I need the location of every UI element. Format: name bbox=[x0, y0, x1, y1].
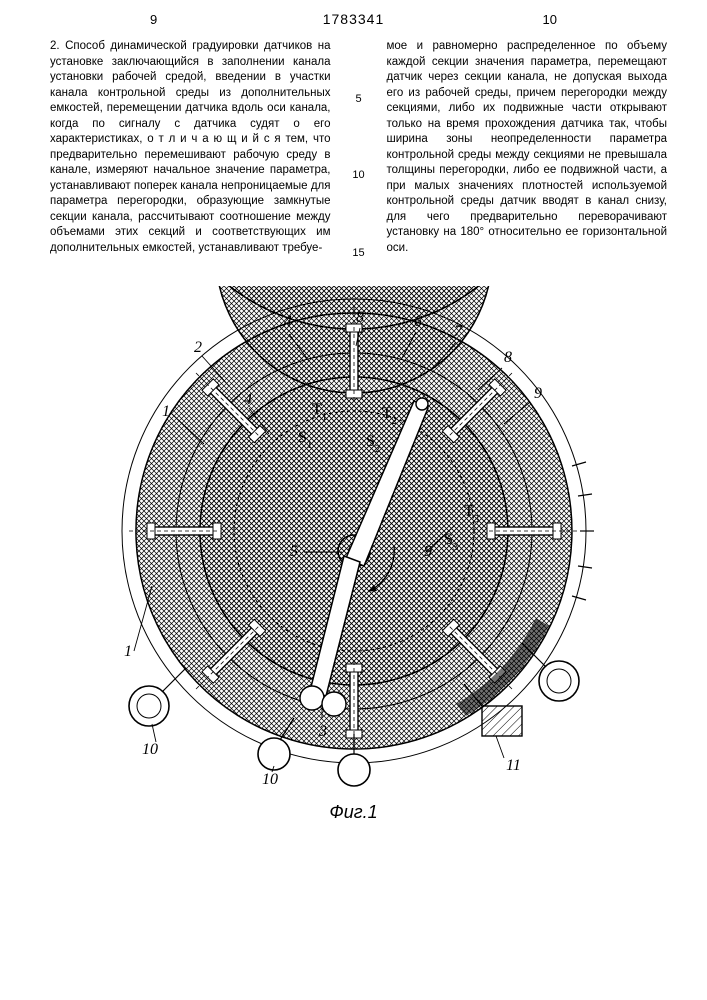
reservoir-right bbox=[539, 661, 579, 701]
left-column: 2. Способ динамической градуировки датчи… bbox=[50, 39, 331, 256]
callout-9: 9 bbox=[534, 385, 542, 402]
reservoir-left-stem bbox=[162, 668, 186, 692]
page-num-right: 10 bbox=[543, 12, 557, 27]
line-num-5: 5 bbox=[349, 93, 369, 105]
callout-11: 11 bbox=[506, 757, 521, 774]
figure-svg: 1 1 2 3 4 4 5 6 7 8 8 9 9 10 10 11 T1 T2… bbox=[94, 286, 614, 796]
reservoir-mid1 bbox=[258, 738, 290, 770]
callout-1: 1 bbox=[124, 643, 132, 660]
callout-4b: 4 bbox=[244, 391, 252, 408]
roller-1 bbox=[300, 686, 324, 710]
reservoir-left bbox=[129, 686, 169, 726]
callout-6: 6 bbox=[414, 313, 422, 330]
callout-3: 3 bbox=[318, 723, 327, 740]
page-num-left: 9 bbox=[150, 12, 157, 27]
sensor-tip bbox=[416, 398, 428, 410]
callout-1b: 1 bbox=[162, 403, 170, 420]
line-num-15: 15 bbox=[349, 247, 369, 259]
patent-number: 1783341 bbox=[0, 11, 707, 27]
callout-5: 5 bbox=[290, 543, 298, 560]
callout-8b: 8 bbox=[504, 349, 512, 366]
right-column: мое и равномерно распределенное по объем… bbox=[387, 39, 668, 256]
callout-10: 10 bbox=[142, 741, 158, 758]
reservoir-mid2 bbox=[338, 754, 370, 786]
line-num-10: 10 bbox=[349, 169, 369, 181]
callout-7: 7 bbox=[454, 323, 463, 340]
figure-1: 1 1 2 3 4 4 5 6 7 8 8 9 9 10 10 11 T1 T2… bbox=[0, 286, 707, 823]
callout-2: 2 bbox=[194, 339, 202, 356]
callout-8: 8 bbox=[356, 309, 364, 326]
callout-10b: 10 bbox=[262, 771, 278, 788]
line-number-strip: 5 10 15 bbox=[349, 39, 369, 256]
text-columns: 2. Способ динамической градуировки датчи… bbox=[0, 27, 707, 256]
figure-caption: Фиг.1 bbox=[0, 802, 707, 823]
roller-2 bbox=[322, 692, 346, 716]
callout-4: 4 bbox=[284, 313, 292, 330]
callout-9b: 9 bbox=[424, 543, 432, 560]
block-11 bbox=[482, 706, 522, 736]
